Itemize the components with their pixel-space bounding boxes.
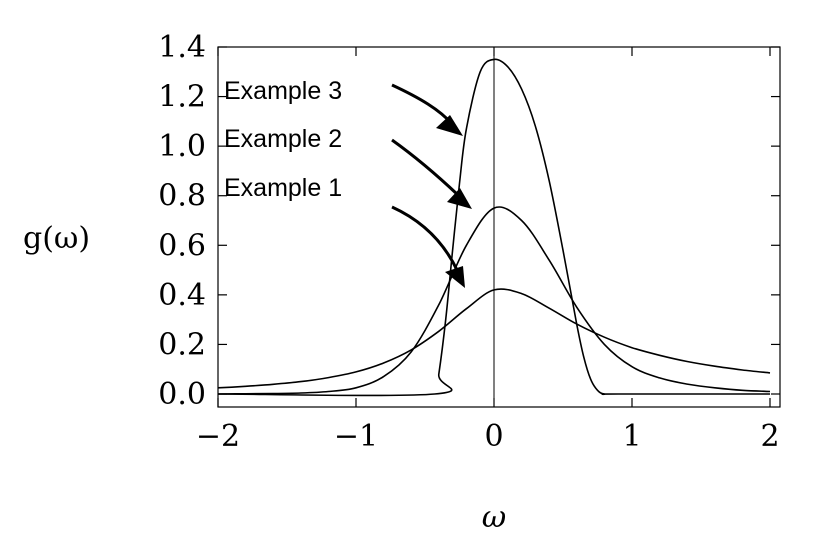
annotation-arrowhead bbox=[436, 115, 463, 136]
tick-labels: −2 −1 0 1 2 0.0 0.2 0.4 0.6 0.8 1.0 1.2 1.4 bbox=[158, 30, 779, 454]
y-tick-label: 0.2 bbox=[158, 327, 206, 362]
annotation-arrow bbox=[391, 205, 459, 271]
series-line-example-2 bbox=[217, 206, 771, 395]
annotation-arrowhead bbox=[447, 188, 472, 209]
y-tick-label: 1.2 bbox=[158, 80, 206, 115]
series-line-example-3 bbox=[217, 58, 770, 397]
annotation-label: Example 1 bbox=[224, 174, 342, 202]
x-tick-label: 1 bbox=[622, 419, 641, 454]
x-tick-label: 0 bbox=[484, 419, 503, 454]
y-axis-title: g(ω) bbox=[23, 221, 90, 256]
y-tick-label: 0.0 bbox=[158, 377, 206, 412]
series-line-example-1 bbox=[217, 288, 771, 389]
curves bbox=[217, 58, 771, 397]
y-tick-label: 0.4 bbox=[158, 278, 206, 313]
y-tick-label: 1.0 bbox=[158, 129, 206, 164]
x-tick-label: −2 bbox=[196, 419, 240, 454]
annotation-arrow bbox=[391, 138, 460, 197]
annotations: Example 3 Example 2 Example 1 bbox=[224, 77, 472, 288]
x-tick-label: −1 bbox=[334, 419, 378, 454]
y-tick-label: 0.8 bbox=[158, 179, 206, 214]
annotation-arrow bbox=[391, 83, 454, 125]
annotation-label: Example 3 bbox=[224, 77, 342, 105]
y-tick-label: 0.6 bbox=[158, 228, 206, 263]
x-axis-title: ω bbox=[482, 500, 506, 535]
y-tick-label: 1.4 bbox=[158, 30, 206, 65]
annotation-arrowhead bbox=[445, 266, 465, 288]
x-tick-label: 2 bbox=[760, 419, 779, 454]
plot-frame bbox=[217, 46, 781, 408]
annotation-label: Example 2 bbox=[224, 125, 342, 153]
